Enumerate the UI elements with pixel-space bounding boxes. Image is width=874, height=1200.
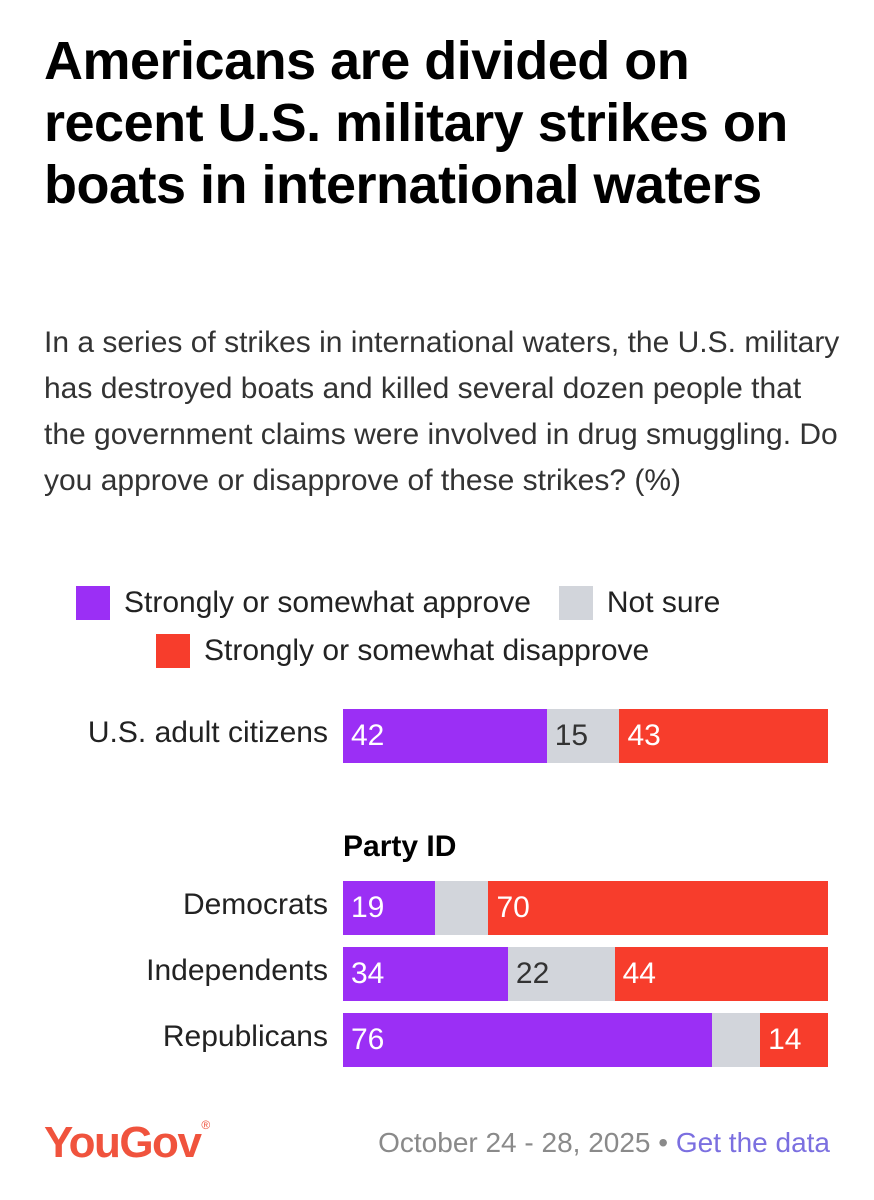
get-the-data-link[interactable]: Get the data	[675, 1127, 830, 1158]
data-label-not-sure: 15	[554, 719, 589, 752]
legend-label-approve: Strongly or somewhat approve	[124, 586, 531, 619]
row-label-democrats: Democrats	[182, 888, 328, 921]
bar-segment-approve: 42	[343, 709, 547, 763]
bar-democrats: 19 70	[343, 881, 828, 935]
chart-title: Americans are divided on recent U.S. mil…	[44, 31, 788, 215]
data-label-disapprove: 14	[768, 1023, 802, 1056]
bar-segment-approve: 76	[343, 1013, 712, 1067]
data-label-disapprove: 44	[622, 957, 656, 990]
legend-row-1: Strongly or somewhat approve Not sure	[76, 586, 748, 620]
data-label-disapprove: 43	[627, 719, 661, 752]
bar-independents: 34 22 44	[343, 947, 828, 1001]
bar-segment-not-sure: 22	[507, 947, 615, 1001]
bar-segment-disapprove: 43	[619, 709, 828, 763]
legend-swatch-disapprove	[156, 634, 190, 668]
bar-segment-approve: 34	[343, 947, 508, 1001]
data-label-approve: 34	[351, 957, 385, 990]
bar-segment-disapprove: 44	[614, 947, 828, 1001]
bar-segment-not-sure	[435, 881, 489, 935]
legend-label-not-sure: Not sure	[606, 586, 721, 619]
row-label-us-adults: U.S. adult citizens	[87, 716, 328, 749]
bar-segment-disapprove: 70	[488, 881, 828, 935]
row-label-independents: Independents	[146, 954, 328, 987]
bar-segment-not-sure: 15	[546, 709, 620, 763]
bar-segment-approve: 19	[343, 881, 436, 935]
data-label-not-sure: 22	[515, 957, 550, 990]
separator-dot: •	[658, 1127, 669, 1158]
source-meta: October 24 - 28, 2025 • Get the data	[378, 1127, 830, 1159]
legend-swatch-approve	[76, 586, 110, 620]
bar-republicans: 76 14	[343, 1013, 828, 1067]
data-label-approve: 42	[351, 719, 385, 752]
data-label-approve: 76	[351, 1023, 385, 1056]
data-label-disapprove: 70	[496, 891, 530, 924]
legend-label-disapprove: Strongly or somewhat disapprove	[204, 634, 650, 667]
logo-text: YouGov	[44, 1118, 202, 1167]
survey-date: October 24 - 28, 2025	[378, 1127, 651, 1158]
legend-row-2: Strongly or somewhat disapprove	[156, 634, 677, 668]
footer: YouGov® October 24 - 28, 2025 • Get the …	[44, 1118, 830, 1168]
chart-subtitle: In a series of strikes in international …	[44, 326, 840, 497]
row-label-republicans: Republicans	[162, 1020, 328, 1053]
bar-us-adults: 42 15 43	[343, 709, 828, 763]
bar-segment-not-sure	[711, 1013, 761, 1067]
legend-item-approve: Strongly or somewhat approve	[76, 586, 531, 620]
bar-segment-disapprove: 14	[760, 1013, 828, 1067]
registered-mark: ®	[201, 1118, 210, 1132]
yougov-logo: YouGov®	[44, 1118, 210, 1168]
group-heading-party-id: Party ID	[343, 830, 457, 863]
legend-swatch-not-sure	[558, 586, 593, 620]
legend-item-not-sure: Not sure	[558, 586, 721, 620]
data-label-approve: 19	[351, 891, 385, 924]
legend-item-disapprove: Strongly or somewhat disapprove	[156, 634, 649, 668]
